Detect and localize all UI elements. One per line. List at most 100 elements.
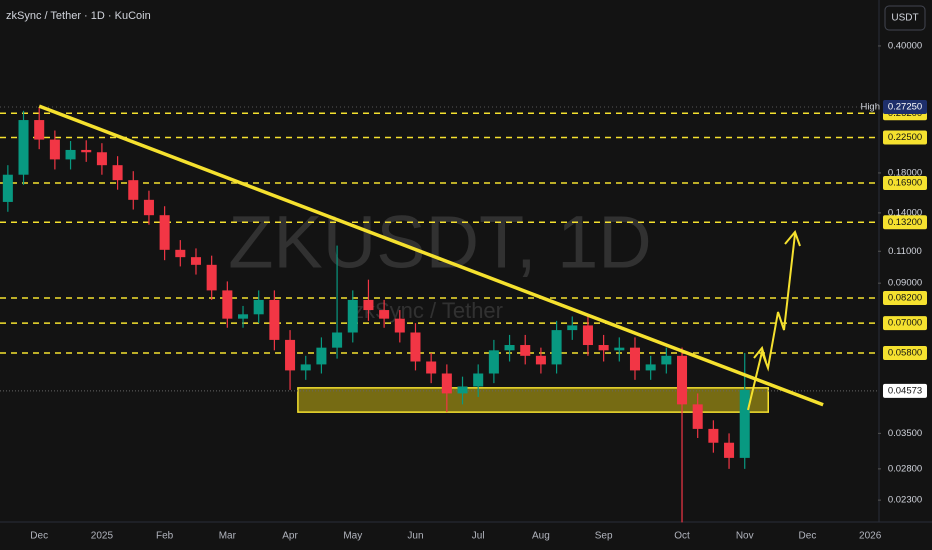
candle-body	[269, 299, 280, 340]
support-zone	[297, 387, 769, 413]
high-label-box	[883, 99, 927, 114]
candle-body	[34, 120, 45, 140]
level-label-box	[883, 215, 927, 230]
candle-body	[535, 355, 546, 365]
plot	[0, 104, 878, 523]
y-tick-label: 0.02300	[888, 495, 922, 506]
candle-body	[598, 345, 609, 351]
candle-body	[175, 249, 186, 258]
candle-body	[582, 325, 593, 346]
projection-path	[747, 233, 796, 411]
candle-body	[238, 314, 249, 319]
candle-body	[206, 264, 217, 291]
projection-arrowhead	[784, 230, 801, 247]
candle-body	[18, 120, 29, 175]
candle-body	[300, 364, 311, 371]
candle-body	[441, 373, 452, 394]
x-tick-label: Mar	[219, 531, 237, 542]
candle-body	[2, 174, 13, 202]
y-tick-label: 0.40000	[888, 40, 922, 51]
x-tick-label: Aug	[532, 531, 550, 542]
candle-body	[457, 386, 468, 394]
last-price-label: 0.04573	[888, 385, 922, 396]
candle-body	[410, 332, 421, 362]
candle-body	[614, 347, 625, 351]
candle-body	[473, 373, 484, 387]
y-tick-label: 0.18000	[888, 167, 922, 178]
candle-body	[551, 330, 562, 365]
candle-body	[379, 310, 390, 319]
candle-body	[645, 364, 656, 371]
candle-body	[394, 318, 405, 333]
candle-body	[363, 299, 374, 311]
x-tick-label: May	[343, 531, 362, 542]
candle-body	[112, 165, 123, 181]
level-label-box	[883, 130, 927, 145]
x-tick-label: 2026	[859, 531, 882, 542]
watermark: ZKUSDT, 1D	[228, 201, 652, 284]
currency-button-label[interactable]: USDT	[891, 13, 918, 24]
x-tick-label: Apr	[282, 531, 298, 542]
last-price-box	[883, 383, 927, 398]
y-tick-label: 0.03500	[888, 428, 922, 439]
level-label-box	[883, 290, 927, 305]
currency-button[interactable]	[884, 5, 926, 31]
candle-body	[347, 299, 358, 333]
candle-body	[488, 350, 499, 374]
x-tick-label: Nov	[736, 531, 754, 542]
x-tick-label: Jul	[472, 531, 485, 542]
level-label-box	[883, 175, 927, 190]
candle-body	[426, 361, 437, 374]
x-tick-label: Sep	[595, 531, 613, 542]
candle-body	[504, 345, 515, 351]
level-label: 0.07000	[888, 318, 922, 329]
candle-body	[692, 404, 703, 429]
x-tick-label: Feb	[156, 531, 174, 542]
candle-body	[724, 442, 735, 458]
x-tick-label: Jun	[407, 531, 423, 542]
high-tag: High	[860, 102, 880, 113]
x-tick-label: Dec	[799, 531, 817, 542]
x-tick-label: Dec	[30, 531, 48, 542]
level-label: 0.13200	[888, 217, 922, 228]
level-label: 0.16900	[888, 177, 922, 188]
candle-body	[128, 180, 139, 200]
y-tick-label: 0.14000	[888, 207, 922, 218]
candle-body	[739, 389, 750, 458]
x-tick-label: 2025	[91, 531, 114, 542]
high-label: 0.27250	[888, 102, 922, 113]
level-label: 0.08200	[888, 292, 922, 303]
candle-body	[49, 139, 60, 160]
watermark-group: ZKUSDT, 1D zkSync / Tether	[228, 201, 652, 323]
candle-body	[332, 332, 343, 348]
candle-body	[65, 149, 76, 160]
trendline	[38, 104, 824, 407]
level-label: 0.05800	[888, 348, 922, 359]
y-tick-label: 0.09000	[888, 278, 922, 289]
candle-body	[316, 347, 327, 365]
y-tick-label: 0.11000	[888, 246, 922, 257]
candle-body	[520, 345, 531, 356]
candle-body	[143, 199, 154, 216]
candle-body	[253, 299, 264, 315]
x-tick-label: Oct	[674, 531, 690, 542]
candle-body	[629, 347, 640, 371]
chart-title: zkSync / Tether · 1D · KuCoin	[6, 10, 151, 22]
y-tick-label: 0.02800	[888, 463, 922, 474]
level-label: 0.22500	[888, 132, 922, 143]
watermark-subtitle: zkSync / Tether	[353, 298, 503, 323]
level-label-box	[883, 316, 927, 331]
candle-body	[222, 290, 233, 319]
candle-body	[661, 355, 672, 365]
level-label-box	[883, 346, 927, 361]
candle-body	[567, 325, 578, 331]
candle-body	[285, 339, 296, 371]
candle-body	[677, 355, 688, 405]
projection-arrowhead	[753, 345, 767, 363]
candle-body	[708, 428, 719, 443]
candle-body	[159, 215, 170, 250]
candle-body	[190, 257, 201, 265]
candle-body	[96, 152, 107, 166]
